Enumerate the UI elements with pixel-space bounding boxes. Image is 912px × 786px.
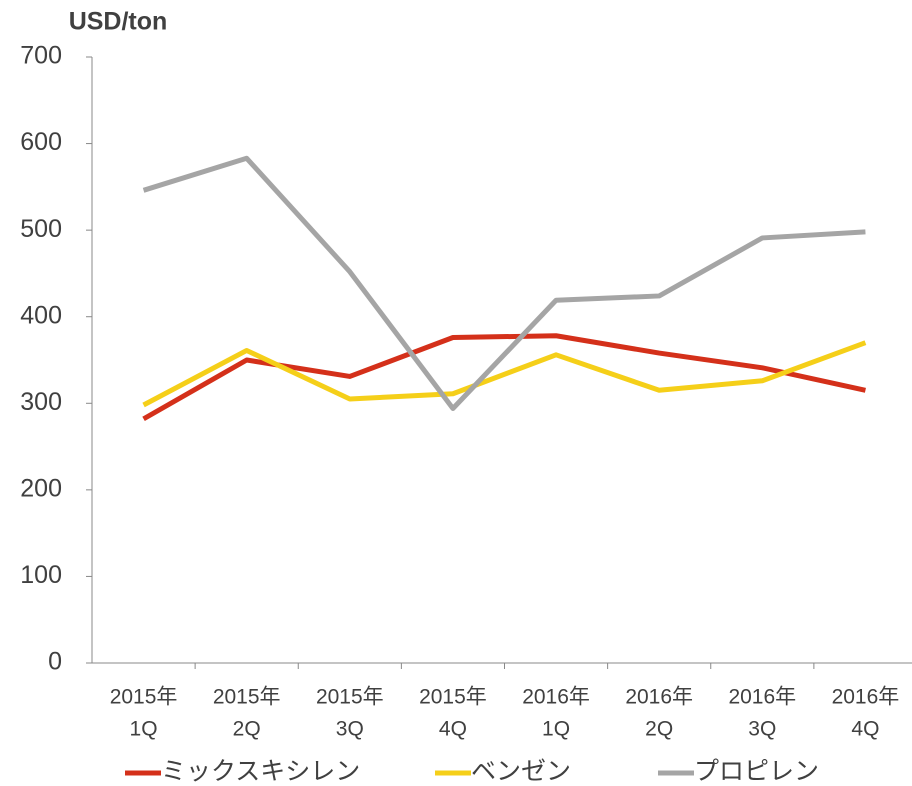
x-tick-label: 2016年 xyxy=(625,686,693,709)
x-tick-label: 2015年 xyxy=(110,686,178,709)
y-tick-label: 500 xyxy=(20,215,62,243)
x-tick-label: 1Q xyxy=(542,718,570,741)
y-tick-label: 300 xyxy=(20,388,62,416)
y-tick-label: 200 xyxy=(20,474,62,502)
x-tick-label: 2Q xyxy=(233,718,261,741)
x-tick-label: 2Q xyxy=(645,718,673,741)
y-tick-label: 700 xyxy=(20,42,62,70)
x-tick-label: 2016年 xyxy=(832,686,900,709)
legend-label: プロピレン xyxy=(694,758,819,786)
series-line xyxy=(142,155,866,411)
y-tick-label: 600 xyxy=(20,128,62,156)
series-line xyxy=(142,333,866,422)
x-tick-label: 2016年 xyxy=(728,686,796,709)
x-tick-label: 4Q xyxy=(439,718,467,741)
x-tick-label: 2015年 xyxy=(419,686,487,709)
legend-label: ベンゼン xyxy=(471,758,571,786)
x-tick-label: 3Q xyxy=(748,718,776,741)
y-tick-label: 0 xyxy=(48,648,62,676)
x-tick-label: 2016年 xyxy=(522,686,590,709)
x-tick-label: 4Q xyxy=(851,718,879,741)
chart-title: USD/ton xyxy=(69,8,168,36)
x-tick-label: 1Q xyxy=(130,718,158,741)
y-tick-label: 400 xyxy=(20,301,62,329)
x-tick-label: 2015年 xyxy=(316,686,384,709)
series-line xyxy=(142,340,867,408)
legend-label: ミックスキシレン xyxy=(161,758,360,786)
x-tick-label: 2015年 xyxy=(213,686,281,709)
y-tick-label: 100 xyxy=(20,561,62,589)
x-tick-label: 3Q xyxy=(336,718,364,741)
